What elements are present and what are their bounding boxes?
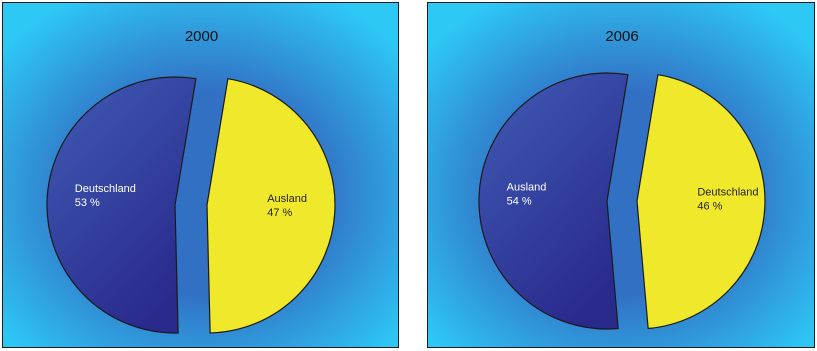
- chart-panel-2006: 2006 Ausland 54 % Deutschland 46 %: [427, 2, 815, 348]
- pie-chart-2006: 2006 Ausland 54 % Deutschland 46 %: [428, 3, 814, 347]
- chart-title: 2000: [185, 28, 218, 45]
- pie-slice-ausland: [206, 78, 336, 334]
- slice-label: Deutschland: [697, 187, 758, 199]
- pie-chart-2000: 2000 Deutschland 53 % Ausland 47 %: [3, 3, 398, 347]
- chart-title: 2006: [605, 28, 638, 45]
- pie-slice-ausland: [478, 72, 629, 330]
- pie-slice-deutschland: [636, 74, 766, 330]
- slice-value-label: 54 %: [507, 195, 532, 207]
- slice-value-label: 47 %: [267, 207, 292, 219]
- slice-label: Deutschland: [75, 183, 136, 195]
- slice-label: Ausland: [267, 193, 307, 205]
- slice-label: Ausland: [507, 181, 547, 193]
- chart-panel-2000: 2000 Deutschland 53 % Ausland 47 %: [2, 2, 399, 348]
- slice-value-label: 46 %: [697, 201, 722, 213]
- pie-slice-deutschland: [46, 76, 197, 334]
- slice-value-label: 53 %: [75, 197, 100, 209]
